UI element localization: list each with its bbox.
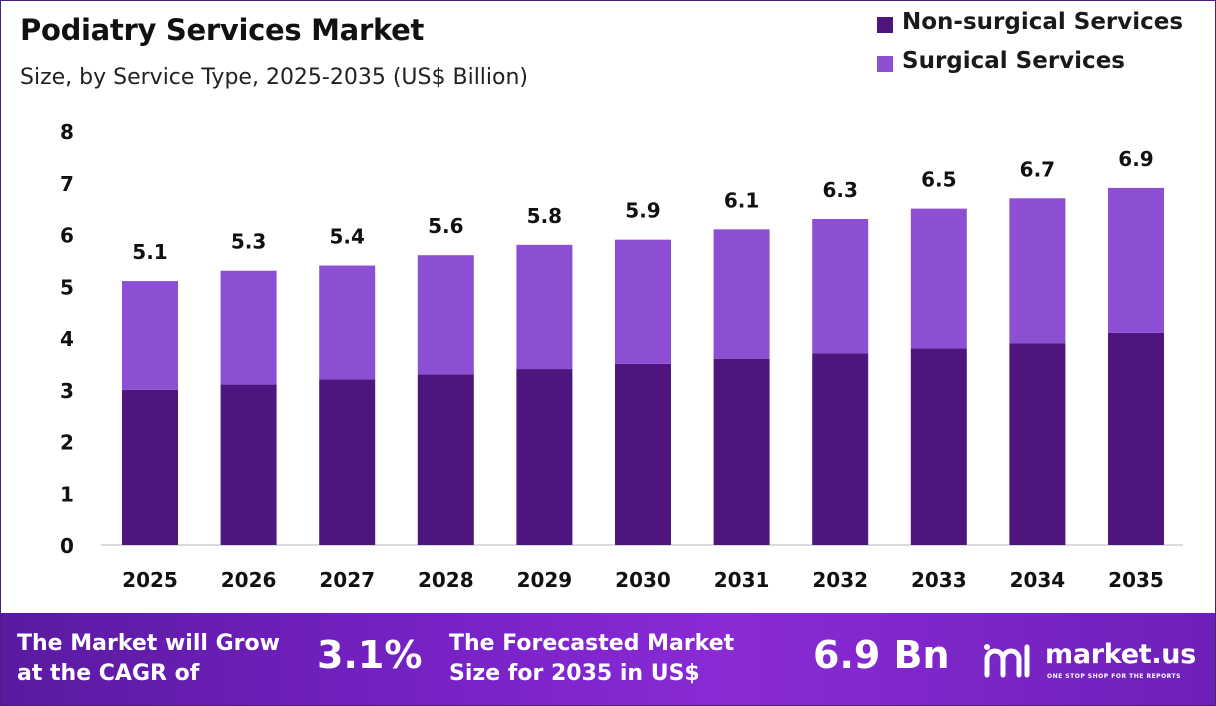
footer-banner: The Market will Grow at the CAGR of 3.1%… (1, 613, 1215, 705)
y-tick-label: 3 (60, 379, 74, 403)
logo-name: market.us (1045, 639, 1196, 670)
y-tick-label: 1 (60, 482, 74, 506)
x-tick-label: 2027 (319, 568, 375, 592)
x-tick-label: 2029 (517, 568, 573, 592)
x-tick-label: 2030 (615, 568, 671, 592)
bar-segment-surgical (319, 265, 376, 380)
bar-segment-non-surgical (417, 374, 474, 545)
bar-total-label: 6.3 (822, 178, 857, 202)
x-tick-label: 2035 (1108, 568, 1164, 592)
bar-segment-surgical (1009, 198, 1066, 344)
bar-segment-non-surgical (910, 348, 967, 545)
bar-segment-non-surgical (516, 369, 573, 545)
forecast-text: The Forecasted Market Size for 2035 in U… (449, 629, 734, 689)
bar-total-label: 5.1 (132, 240, 167, 264)
bar-segment-non-surgical (615, 363, 671, 545)
bar-segment-surgical (713, 229, 770, 359)
bar-segment-non-surgical (812, 353, 869, 545)
x-tick-label: 2025 (122, 568, 178, 592)
bar-segment-surgical (1108, 187, 1164, 333)
bar-segment-surgical (812, 218, 869, 354)
x-tick-label: 2033 (911, 568, 967, 592)
bar-segment-surgical (615, 239, 671, 364)
chart-plot-area: 0 1 2 3 4 5 6 7 8 5.1 2025 5.3 2026 5.4 2027 5.6 2028 5.8… (60, 120, 1183, 592)
bar-total-label: 5.9 (625, 199, 660, 223)
cagr-text-line2: at the CAGR of (17, 661, 200, 686)
y-tick-label: 2 (60, 431, 74, 455)
y-tick-label: 6 (60, 224, 74, 248)
bar-total-label: 5.8 (527, 204, 562, 228)
bar-total-label: 6.5 (921, 168, 956, 192)
cagr-text: The Market will Grow at the CAGR of (17, 629, 280, 689)
x-tick-label: 2031 (714, 568, 770, 592)
x-tick-label: 2028 (418, 568, 474, 592)
cagr-text-line1: The Market will Grow (17, 631, 280, 656)
y-tick-label: 7 (60, 172, 74, 196)
x-tick-label: 2032 (812, 568, 868, 592)
logo-tagline: ONE STOP SHOP FOR THE REPORTS (1047, 673, 1181, 680)
bar-segment-surgical (220, 270, 277, 385)
y-tick-label: 0 (60, 534, 74, 558)
bar-segment-surgical (910, 208, 967, 349)
bar-total-label: 5.4 (329, 225, 364, 249)
bar-segment-non-surgical (713, 358, 770, 545)
chart-subtitle: Size, by Service Type, 2025-2035 (US$ Bi… (20, 65, 529, 90)
bar-total-label: 6.7 (1020, 157, 1055, 181)
legend-swatch-non-surgical (877, 17, 893, 33)
bar-segment-non-surgical (122, 389, 178, 545)
x-tick-label: 2026 (221, 568, 277, 592)
bar-segment-surgical (417, 255, 474, 375)
chart-title: Podiatry Services Market (20, 13, 425, 47)
y-tick-label: 8 (60, 120, 74, 144)
bar-total-label: 5.3 (231, 230, 266, 254)
legend-label-surgical: Surgical Services (902, 48, 1125, 74)
bar-segment-non-surgical (1108, 332, 1164, 545)
y-tick-label: 5 (60, 275, 74, 299)
forecast-text-line2: Size for 2035 in US$ (449, 661, 700, 686)
y-tick-label: 4 (60, 327, 74, 351)
forecast-value: 6.9 Bn (813, 633, 950, 677)
bar-segment-non-surgical (319, 379, 376, 545)
bar-segment-surgical (516, 244, 573, 370)
x-tick-label: 2034 (1010, 568, 1066, 592)
cagr-value: 3.1% (317, 633, 423, 677)
market-us-logo-icon (984, 644, 1030, 678)
forecast-text-line1: The Forecasted Market (449, 631, 735, 656)
bar-total-label: 6.9 (1118, 147, 1153, 171)
bar-segment-non-surgical (1009, 343, 1066, 545)
legend-label-non-surgical: Non-surgical Services (902, 9, 1184, 35)
bar-segment-surgical (122, 281, 178, 390)
bar-segment-non-surgical (220, 384, 277, 545)
legend-swatch-surgical (877, 56, 893, 72)
bar-total-label: 6.1 (724, 188, 759, 212)
market-us-logo[interactable]: market.us ONE STOP SHOP FOR THE REPORTS (983, 637, 1205, 687)
bar-total-label: 5.6 (428, 214, 463, 238)
